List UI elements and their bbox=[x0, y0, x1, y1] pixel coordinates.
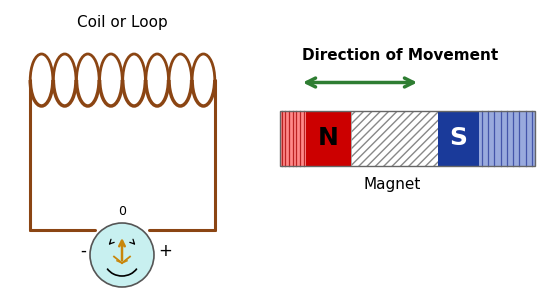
Text: 0: 0 bbox=[118, 205, 126, 218]
Text: Magnet: Magnet bbox=[364, 178, 421, 193]
Text: +: + bbox=[158, 242, 172, 260]
Bar bbox=[351, 110, 438, 166]
Text: -: - bbox=[80, 242, 86, 260]
Text: S: S bbox=[450, 126, 468, 150]
Bar bbox=[438, 110, 479, 166]
Bar bbox=[280, 110, 306, 166]
Text: Coil or Loop: Coil or Loop bbox=[77, 14, 168, 29]
Text: Direction of Movement: Direction of Movement bbox=[302, 48, 498, 63]
Bar bbox=[280, 110, 535, 166]
Bar bbox=[306, 110, 351, 166]
Bar bbox=[479, 110, 535, 166]
Circle shape bbox=[90, 223, 154, 287]
Text: N: N bbox=[318, 126, 339, 150]
